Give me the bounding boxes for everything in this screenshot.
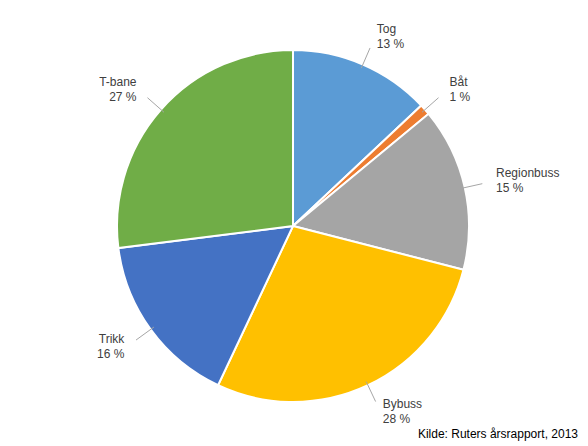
data-label: Trikk16 % [97, 332, 125, 361]
label-category: Tog [377, 22, 396, 36]
label-value: 27 % [109, 90, 137, 104]
slice [117, 50, 293, 248]
pie: Tog13 % Båt1 % Regionbuss15 % Bybuss28 % Tri… [97, 22, 559, 426]
data-label: Regionbuss15 % [496, 166, 559, 195]
leader-line [366, 382, 375, 402]
label-value: 28 % [383, 412, 411, 426]
leader-line [422, 98, 439, 113]
slice [118, 226, 293, 385]
label-value: 15 % [496, 181, 524, 195]
data-label: Båt1 % [450, 75, 471, 104]
label-category: Trikk [99, 332, 126, 346]
leader-line [136, 327, 154, 340]
leader-line [361, 48, 370, 68]
data-label: Tog13 % [377, 22, 405, 51]
source-note: Kilde: Ruters årsrapport, 2013 [418, 427, 578, 441]
label-category: T-bane [99, 75, 137, 89]
leader-line [147, 98, 164, 113]
label-value: 1 % [450, 90, 471, 104]
chart: Tog13 % Båt1 % Regionbuss15 % Bybuss28 % Tri… [0, 0, 588, 446]
data-label: Bybuss28 % [383, 397, 422, 426]
label-category: Båt [450, 75, 469, 89]
label-category: Bybuss [383, 397, 422, 411]
label-value: 13 % [377, 37, 405, 51]
leader-line [461, 184, 482, 189]
label-value: 16 % [97, 347, 125, 361]
data-label: T-bane27 % [99, 75, 137, 104]
label-category: Regionbuss [496, 166, 559, 180]
